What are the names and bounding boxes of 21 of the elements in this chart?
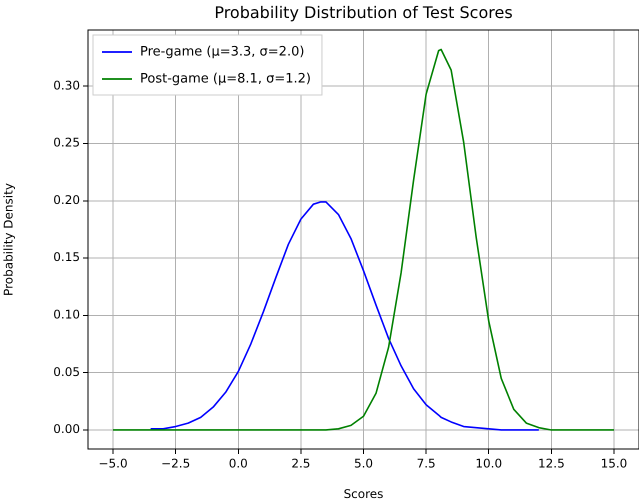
x-tick-label: 7.5: [416, 456, 436, 470]
x-tick-label: −5.0: [98, 456, 128, 470]
y-tick-label: 0.30: [53, 78, 80, 92]
legend-label: Post-game (μ=8.1, σ=1.2): [140, 71, 311, 86]
y-tick-label: 0.10: [53, 307, 80, 322]
x-tick-label: 12.5: [538, 456, 565, 470]
x-tick-label: 10.0: [475, 456, 502, 470]
y-tick-label: 0.05: [53, 364, 80, 379]
chart-title: Probability Distribution of Test Scores: [214, 3, 513, 22]
legend-label: Pre-game (μ=3.3, σ=2.0): [140, 44, 304, 60]
x-axis-title: Scores: [344, 486, 384, 501]
x-tick-label: 15.0: [600, 456, 628, 470]
y-tick-label: 0.15: [53, 250, 80, 264]
x-tick-label: −2.5: [161, 456, 190, 470]
x-tick-label: 5.0: [354, 456, 374, 470]
y-axis-title: Probability Density: [1, 183, 16, 296]
x-tick-label: 0.0: [228, 456, 248, 470]
x-tick-label: 2.5: [291, 456, 310, 470]
y-tick-label: 0.20: [53, 192, 80, 207]
y-tick-label: 0.25: [53, 136, 80, 150]
y-tick-label: 0.00: [53, 422, 80, 436]
